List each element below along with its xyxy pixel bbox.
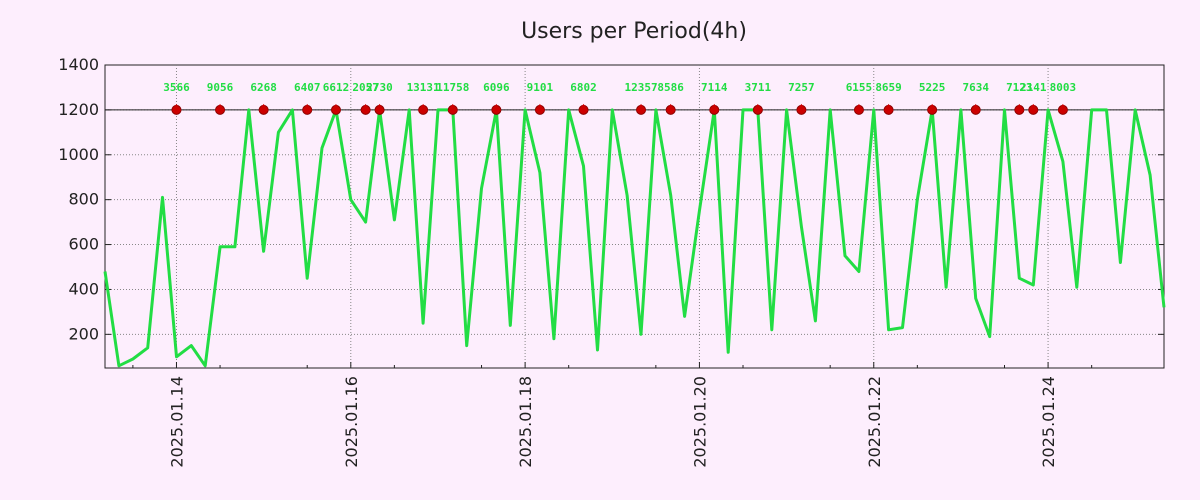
peak-marker-cap	[883, 103, 894, 111]
peak-marker-cap	[752, 103, 763, 111]
peak-label: 2057	[352, 81, 379, 94]
peak-marker-cap	[1057, 103, 1068, 111]
peak-marker-cap	[853, 103, 864, 111]
peak-label: 8003	[1050, 81, 1077, 94]
peak-marker-cap	[636, 103, 647, 111]
peak-marker-cap	[534, 103, 545, 111]
peak-label: 7123	[1006, 81, 1033, 94]
peak-label: 6268	[250, 81, 277, 94]
peak-marker-cap	[1014, 103, 1025, 111]
peak-label: 2141	[1020, 81, 1047, 94]
peak-label: 8659	[875, 81, 902, 94]
peak-label: 3566	[163, 81, 190, 94]
peak-marker-cap	[491, 103, 502, 111]
y-tick-label: 1200	[58, 100, 99, 119]
peak-marker-cap	[215, 103, 226, 111]
y-tick-label: 200	[68, 324, 99, 343]
chart-title: Users per Period(4h)	[521, 19, 747, 44]
peak-label: 6096	[483, 81, 510, 94]
peak-marker-cap	[447, 103, 458, 111]
peak-label: 12357	[624, 81, 657, 94]
peak-label: 9101	[527, 81, 554, 94]
x-axis: 2025.01.14 2025.01.16 2025.01.18 2025.01.20…	[132, 362, 1093, 468]
y-axis: 200 400 600 800 1000 1200 1400	[58, 55, 1164, 343]
peak-label: 7257	[788, 81, 815, 94]
peak-label: 5225	[919, 81, 946, 94]
peak-marker-cap	[330, 103, 341, 111]
y-tick-label: 600	[68, 235, 99, 254]
x-tick-label: 2025.01.14	[167, 376, 186, 468]
peak-label: 6155	[846, 81, 873, 94]
peak-label: 3711	[745, 81, 772, 94]
x-tick-label: 2025.01.20	[690, 376, 709, 468]
peak-marker-cap	[709, 103, 720, 111]
y-tick-label: 1400	[58, 55, 99, 74]
y-tick-label: 800	[68, 190, 99, 209]
peak-label: 7114	[701, 81, 728, 94]
peak-label: 6407	[294, 81, 321, 94]
x-tick-label: 2025.01.16	[342, 376, 361, 468]
peak-label: 7634	[962, 81, 989, 94]
peak-marker-cap	[418, 103, 429, 111]
x-tick-label: 2025.01.24	[1039, 376, 1058, 468]
peak-marker-cap	[374, 103, 385, 111]
peak-label: 6802	[570, 81, 597, 94]
peak-marker-cap	[1028, 103, 1039, 111]
x-tick-label: 2025.01.22	[865, 376, 884, 468]
peak-label: 2730	[366, 81, 393, 94]
peak-label: 11758	[436, 81, 469, 94]
peak-marker-cap	[578, 103, 589, 111]
y-tick-label: 1000	[58, 145, 99, 164]
peak-label: 13131	[407, 81, 440, 94]
peak-label: 6612	[323, 81, 350, 94]
plot-area	[104, 64, 1165, 369]
peak-marker-cap	[171, 103, 182, 111]
x-tick-label: 2025.01.18	[516, 376, 535, 468]
users-series-line	[103, 108, 1166, 368]
peak-label: 8586	[657, 81, 684, 94]
peak-marker-cap	[796, 103, 807, 111]
peak-label: 9056	[207, 81, 234, 94]
peak-marker-cap	[927, 103, 938, 111]
peak-marker-cap	[665, 103, 676, 111]
peak-marker-cap	[258, 103, 269, 111]
peak-marker-cap	[970, 103, 981, 111]
y-tick-label: 400	[68, 279, 99, 298]
peak-marker-cap	[302, 103, 313, 111]
peak-marker-cap	[360, 103, 371, 111]
